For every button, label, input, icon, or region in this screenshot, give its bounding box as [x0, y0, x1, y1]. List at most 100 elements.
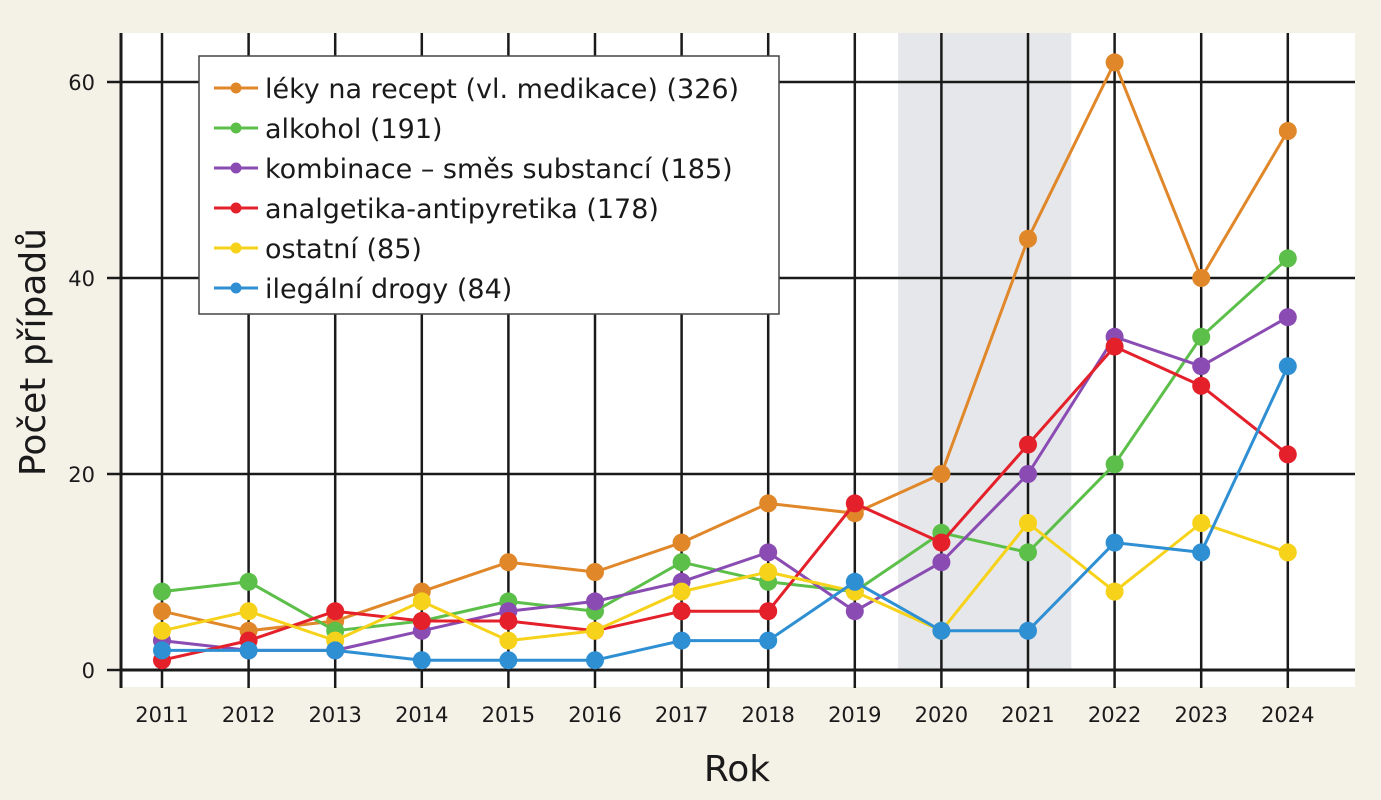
series-2-point-2024 [1278, 308, 1297, 327]
series-4 [153, 514, 1297, 650]
legend-swatch-marker-1 [230, 122, 242, 134]
series-line-3 [161, 345, 1289, 662]
series-1-point-2021 [1019, 543, 1037, 562]
series-5-point-2017 [672, 631, 691, 650]
y-tick-label-20: 20 [68, 463, 95, 487]
legend-swatch-marker-4 [230, 242, 242, 254]
series-0-point-2021 [1019, 229, 1037, 248]
series-0-point-2018 [759, 494, 778, 513]
series-3-point-2017 [672, 602, 691, 621]
series-5-point-2020 [932, 621, 951, 640]
series-3-point-2021 [1019, 435, 1037, 454]
series-line-1 [161, 257, 1289, 633]
series-4-point-2014 [412, 592, 431, 611]
x-tick-label-2024: 2024 [1261, 703, 1314, 727]
series-5-point-2021 [1019, 621, 1037, 640]
legend-box [198, 55, 780, 315]
series-1-point-2023 [1192, 327, 1211, 346]
series-2-point-2020 [932, 553, 951, 572]
legend-swatch-marker-3 [230, 202, 242, 214]
series-5-point-2018 [759, 631, 778, 650]
series-5-point-2024 [1278, 357, 1297, 376]
y-tick-label-40: 40 [68, 267, 95, 291]
series-4-point-2017 [672, 582, 691, 601]
series-0-point-2011 [153, 602, 171, 621]
legend-swatch-marker-2 [230, 162, 242, 174]
series-1-point-2012 [239, 572, 258, 591]
series-0-point-2022 [1105, 53, 1124, 72]
series-1-point-2024 [1278, 249, 1297, 268]
series-1-point-2017 [672, 553, 691, 572]
series-3-point-2023 [1192, 376, 1211, 395]
legend: léky na recept (vl. medikace) (326) alkoh… [198, 55, 780, 315]
series-5-point-2011 [153, 641, 171, 660]
series-0-point-2016 [586, 563, 604, 581]
x-tick-label-2021: 2021 [1001, 703, 1054, 727]
axes [107, 33, 1355, 688]
legend-label-1: alkohol (191) [265, 114, 443, 145]
series-layer [153, 53, 1297, 670]
series-4-point-2012 [239, 602, 258, 621]
legend-swatch-marker-0 [230, 82, 242, 94]
series-5-point-2016 [586, 651, 604, 670]
series-3-point-2015 [499, 612, 518, 630]
series-4-point-2018 [759, 563, 778, 581]
legend-label-5: ilegální drogy (84) [265, 274, 512, 305]
series-2-point-2021 [1019, 465, 1037, 483]
series-4-point-2022 [1105, 582, 1124, 601]
series-1-point-2011 [153, 582, 171, 601]
x-tick-labels: 2011 2012 2013 2014 2015 2016 2017 2018 2019 2020… [135, 703, 1314, 727]
x-tick-label-2011: 2011 [135, 703, 188, 727]
series-2-point-2018 [759, 543, 778, 562]
series-4-point-2024 [1278, 543, 1297, 562]
legend-label-2: kombinace – směs substancí (185) [265, 154, 733, 185]
series-line-4 [161, 521, 1289, 643]
x-tick-label-2019: 2019 [828, 703, 881, 727]
legend-label-4: ostatní (85) [265, 234, 422, 265]
series-5 [153, 357, 1297, 670]
x-tick-label-2017: 2017 [655, 703, 708, 727]
series-3-point-2013 [326, 602, 345, 621]
x-tick-label-2014: 2014 [395, 703, 448, 727]
series-2-point-2019 [845, 602, 864, 621]
x-tick-label-2022: 2022 [1088, 703, 1141, 727]
series-1-point-2022 [1105, 455, 1124, 474]
series-4-point-2011 [153, 621, 171, 640]
series-line-0 [161, 60, 1290, 633]
legend-label-0: léky na recept (vl. medikace) (326) [265, 74, 739, 105]
y-axis-title: Počet případů [13, 228, 54, 476]
series-5-point-2023 [1192, 543, 1211, 562]
series-0-point-2015 [499, 553, 518, 572]
legend-label-3: analgetika-antipyretika (178) [265, 194, 659, 225]
series-2-point-2016 [586, 592, 604, 611]
series-4-point-2021 [1019, 514, 1037, 532]
x-tick-label-2018: 2018 [741, 703, 794, 727]
x-axis-title: Rok [704, 749, 770, 790]
series-0-point-2020 [932, 465, 951, 483]
x-tick-label-2023: 2023 [1174, 703, 1227, 727]
x-tick-label-2013: 2013 [308, 703, 361, 727]
series-line-2 [161, 315, 1289, 652]
highlight-band-2020-2021 [898, 33, 1072, 670]
series-5-point-2014 [412, 651, 431, 670]
series-4-point-2015 [499, 631, 518, 650]
y-tick-label-0: 0 [82, 659, 95, 683]
series-5-point-2013 [326, 641, 345, 660]
series-4-point-2016 [586, 621, 604, 640]
series-5-point-2015 [499, 651, 518, 670]
series-0-point-2017 [672, 533, 691, 552]
series-2-point-2023 [1192, 357, 1211, 376]
x-tick-label-2015: 2015 [482, 703, 535, 727]
y-tick-labels: 0 20 40 60 [68, 71, 95, 683]
series-line-5 [162, 365, 1290, 662]
series-4-point-2023 [1192, 514, 1211, 532]
series-0-point-2024 [1278, 122, 1297, 140]
series-3-point-2014 [412, 612, 431, 630]
series-3-point-2019 [845, 494, 864, 513]
y-tick-label-60: 60 [68, 71, 95, 95]
series-5-point-2019 [845, 572, 864, 591]
x-tick-label-2016: 2016 [568, 703, 621, 727]
x-tick-label-2020: 2020 [915, 703, 968, 727]
